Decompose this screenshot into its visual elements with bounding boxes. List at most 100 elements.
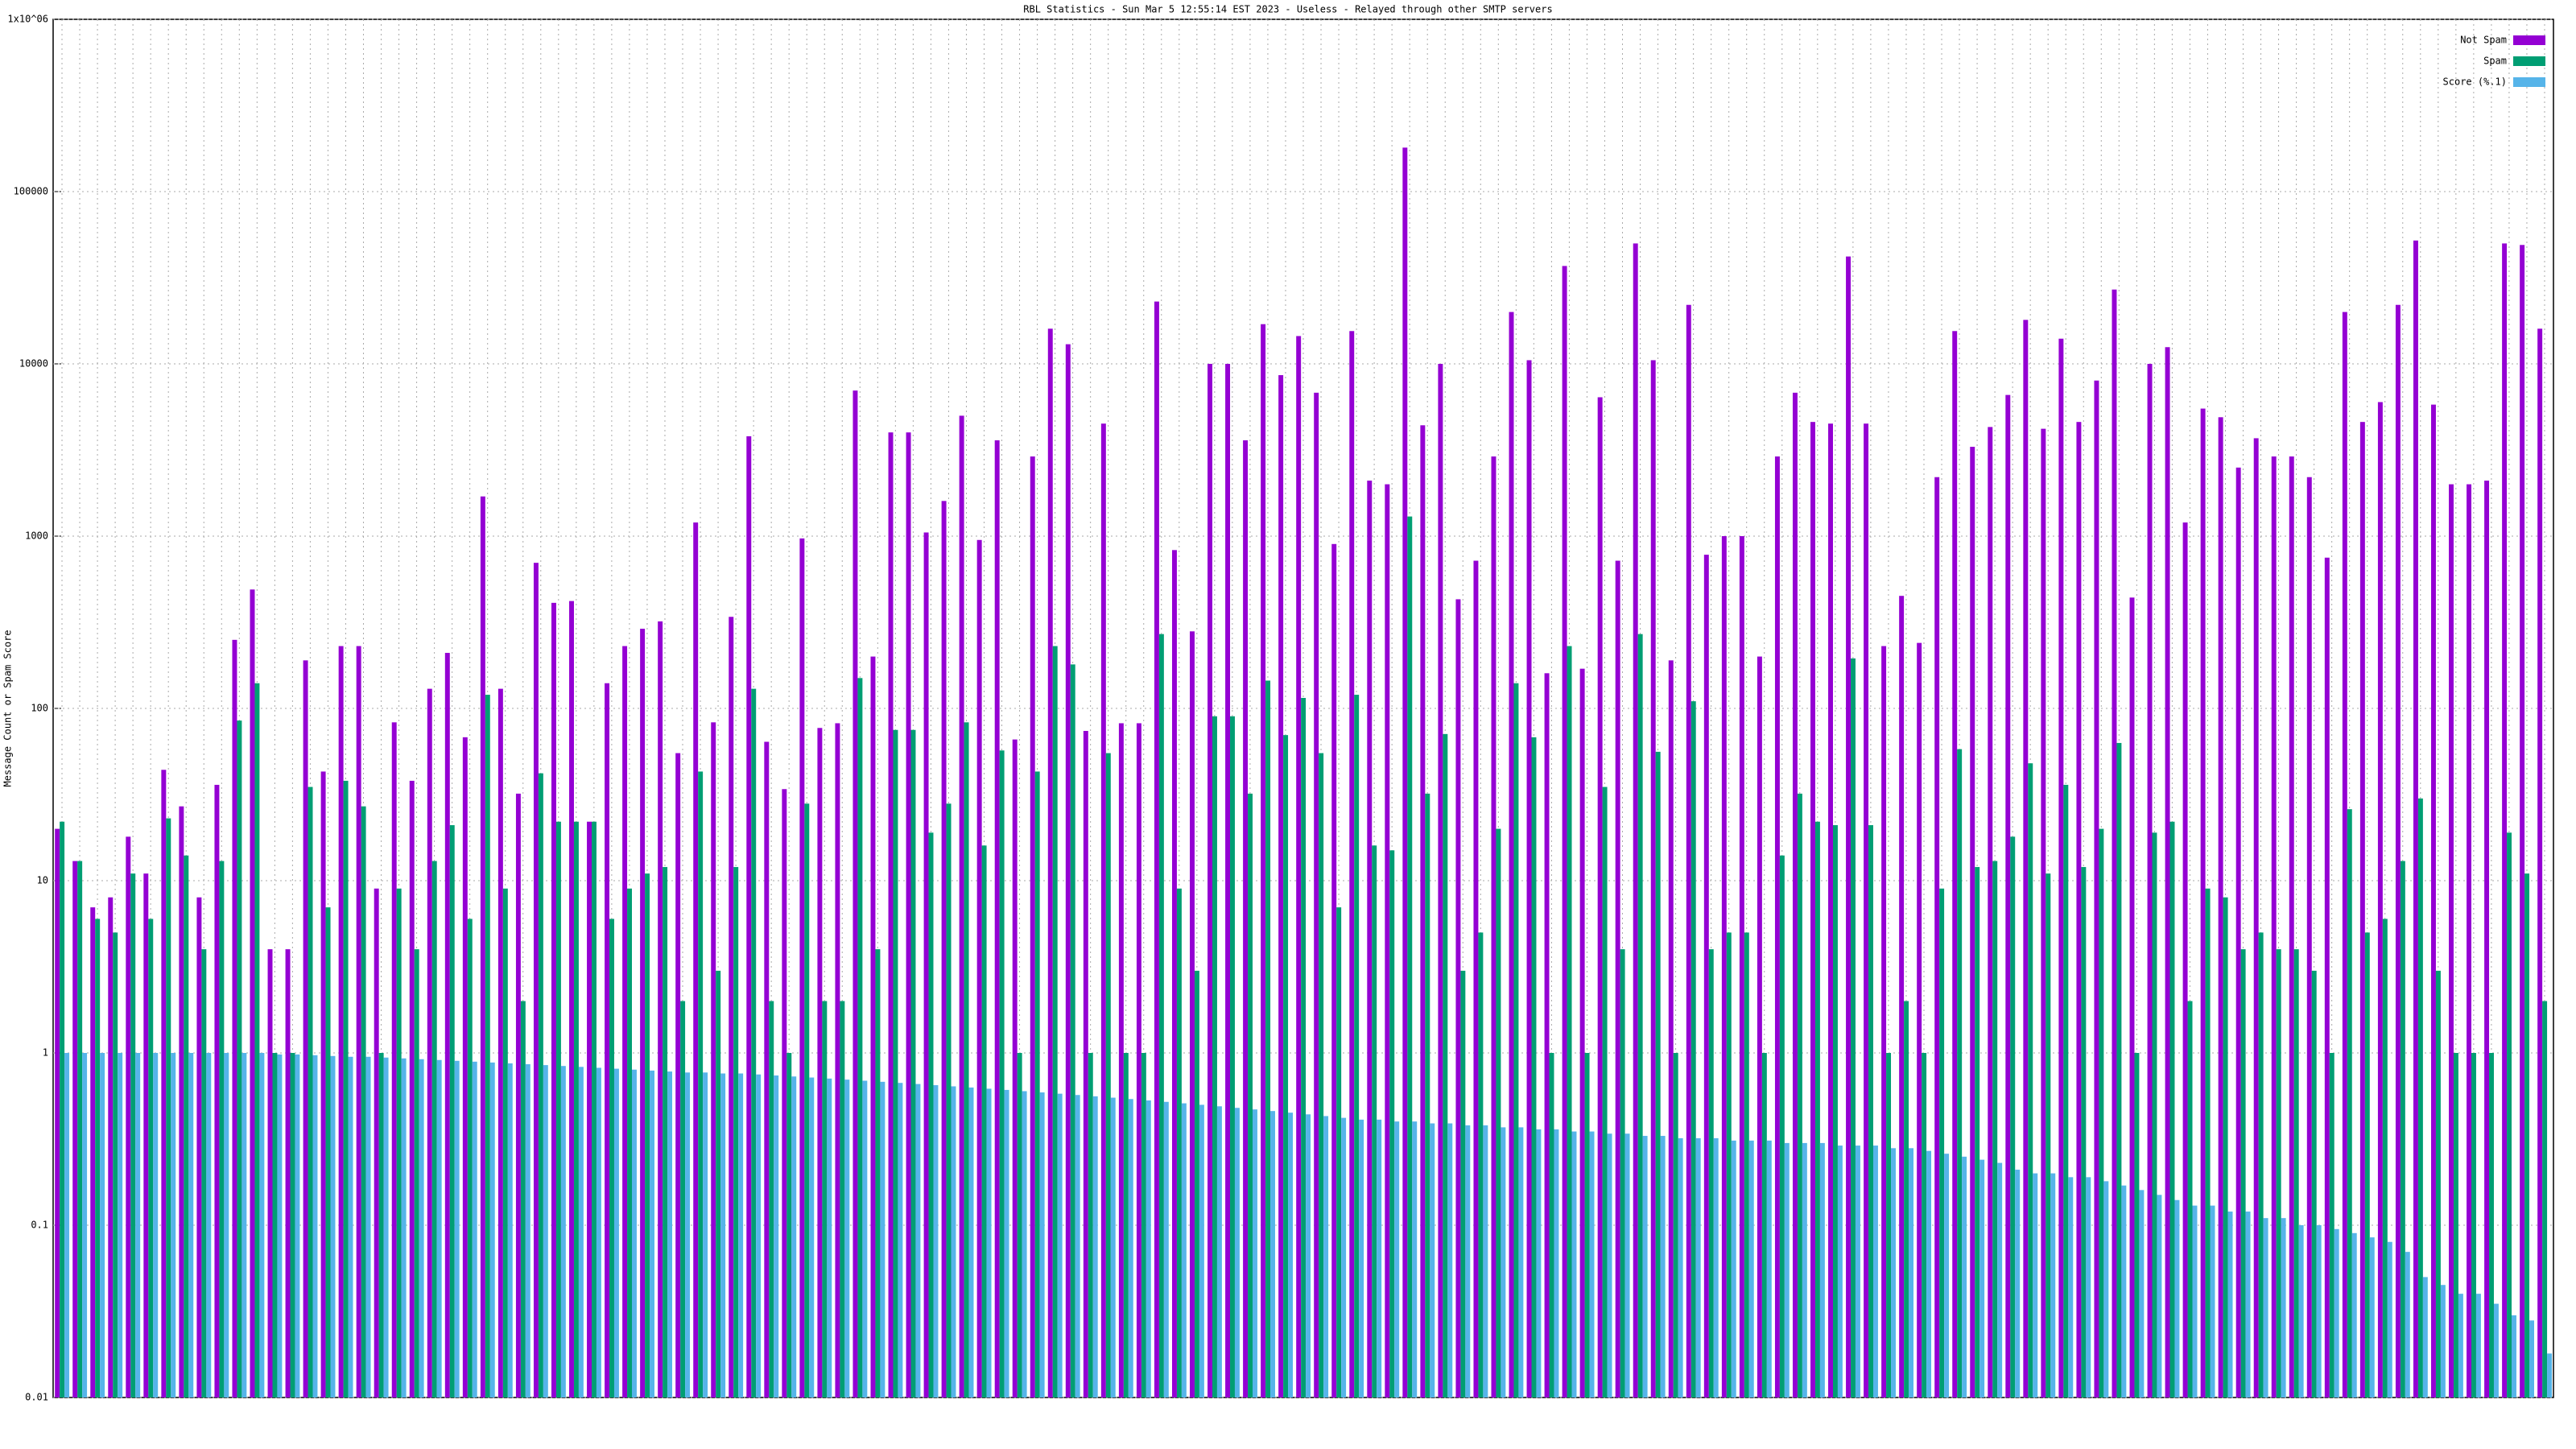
bar: [1686, 304, 1691, 1397]
bar: [2293, 949, 2299, 1397]
bar: [663, 867, 668, 1397]
bar: [2502, 243, 2508, 1397]
bar: [1518, 1127, 1524, 1397]
legend-label: Score (%.1): [2443, 76, 2507, 88]
bar: [1814, 821, 1820, 1397]
bar: [809, 1077, 815, 1397]
bar: [2147, 364, 2153, 1397]
bar: [1394, 1121, 1400, 1397]
bar: [782, 789, 787, 1397]
bar: [596, 1067, 601, 1397]
bar: [1181, 1103, 1187, 1397]
bar: [285, 949, 291, 1397]
bar: [272, 1053, 278, 1397]
bar: [303, 660, 308, 1397]
bar: [108, 897, 114, 1397]
bar: [1536, 1129, 1542, 1397]
bar: [680, 1001, 686, 1397]
bar: [414, 949, 419, 1397]
bar: [431, 861, 437, 1397]
bar: [1748, 1140, 1754, 1397]
bar: [2139, 1190, 2145, 1397]
bar: [994, 440, 1000, 1397]
bar: [219, 861, 225, 1397]
bar: [113, 932, 118, 1397]
bar: [1359, 1119, 1364, 1397]
bar: [166, 818, 171, 1397]
bar: [1265, 680, 1271, 1397]
bar: [1864, 423, 1869, 1397]
bar: [698, 771, 704, 1397]
bar: [90, 907, 96, 1397]
bar: [2121, 1185, 2127, 1397]
bar: [1075, 1095, 1080, 1397]
bar: [587, 821, 592, 1397]
bar: [171, 1053, 176, 1397]
bar: [1526, 360, 1532, 1398]
bar: [2489, 1053, 2494, 1397]
bar: [312, 1055, 318, 1397]
bar: [609, 919, 614, 1397]
legend-swatch: [2513, 77, 2545, 87]
bar: [2099, 828, 2104, 1397]
bar: [1443, 733, 1448, 1397]
bar: [1100, 423, 1106, 1397]
bar: [951, 1086, 956, 1397]
bar: [2129, 597, 2135, 1397]
bar: [2174, 1199, 2180, 1397]
bar: [1438, 364, 1443, 1397]
bar: [1190, 631, 1195, 1397]
bar: [1047, 328, 1053, 1397]
bar: [401, 1058, 407, 1397]
bar: [2023, 320, 2029, 1397]
bar: [898, 1083, 903, 1397]
y-tick-label: 10000: [19, 358, 48, 369]
bar: [1301, 698, 1307, 1397]
bar: [786, 1053, 792, 1397]
bar: [1997, 1162, 2003, 1397]
bar: [1354, 695, 1360, 1397]
bar: [1934, 477, 1940, 1397]
bar: [2542, 1001, 2548, 1397]
bar: [2276, 949, 2281, 1397]
bar: [2240, 949, 2246, 1397]
bar: [2033, 1173, 2038, 1397]
bar: [1194, 970, 1199, 1397]
bar: [711, 722, 716, 1397]
bar: [320, 771, 326, 1397]
bar: [55, 828, 60, 1397]
bar: [2152, 832, 2157, 1397]
bar: [449, 825, 455, 1397]
bar: [1402, 147, 1408, 1397]
bar: [2475, 1294, 2481, 1397]
bar: [1846, 256, 1852, 1398]
bar: [1784, 1142, 1790, 1397]
bar: [1030, 456, 1035, 1397]
bar: [1057, 1093, 1063, 1397]
bar: [1034, 771, 1040, 1397]
bar: [2329, 1053, 2334, 1397]
bar: [613, 1068, 619, 1397]
bar: [1549, 1053, 1554, 1397]
bar: [2316, 1225, 2322, 1397]
bar: [2223, 897, 2228, 1397]
bar: [1726, 932, 1732, 1397]
bar: [569, 601, 574, 1397]
bar: [365, 1056, 371, 1397]
bar: [1509, 312, 1514, 1397]
bar: [746, 436, 752, 1398]
bar: [1562, 266, 1567, 1398]
bar: [472, 1061, 477, 1397]
bar: [2298, 1225, 2304, 1397]
y-tick-label: 1: [43, 1047, 48, 1059]
bar: [2359, 422, 2365, 1397]
bar: [224, 1053, 229, 1397]
bar: [2377, 402, 2383, 1398]
bar: [1176, 888, 1182, 1397]
bar: [862, 1080, 868, 1397]
bar: [1957, 749, 1963, 1397]
bar: [1926, 1150, 1932, 1397]
y-tick-label: 100000: [14, 186, 48, 197]
bar: [502, 888, 508, 1397]
bar: [627, 888, 633, 1397]
